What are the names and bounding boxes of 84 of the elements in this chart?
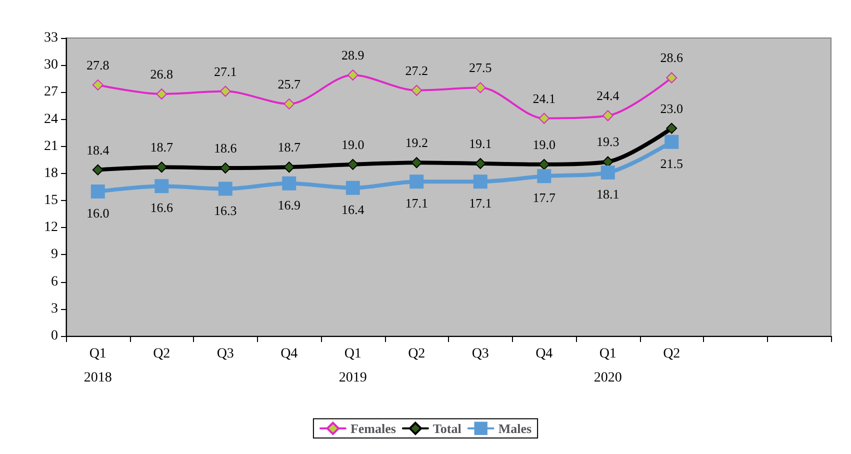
point: [92, 79, 104, 90]
data-label: 18.7: [150, 140, 174, 155]
point: [284, 162, 295, 173]
point: [154, 179, 169, 194]
point: [600, 166, 615, 180]
data-label: 19.0: [532, 136, 556, 152]
data-label: 18.4: [86, 142, 110, 158]
data-label: 21.5: [660, 156, 683, 171]
point: [220, 162, 231, 174]
point: [282, 176, 296, 190]
x-tick-label: Q3: [472, 346, 489, 362]
point: [666, 72, 678, 84]
y-tick-label: 12: [44, 220, 58, 236]
point: [666, 122, 678, 134]
data-label: 17.7: [532, 190, 556, 206]
data-label: 17.1: [469, 196, 492, 211]
y-tick-label: 15: [44, 193, 58, 208]
data-label: 19.0: [342, 136, 364, 152]
point: [218, 182, 232, 196]
data-label: 25.7: [278, 76, 301, 92]
x-tick-label: Q2: [153, 346, 170, 362]
data-label: 18.1: [596, 186, 620, 202]
data-label: 23.0: [660, 100, 683, 116]
legend-label: Females: [350, 420, 396, 436]
data-label: 19.2: [405, 135, 428, 150]
x-tick-label: Q2: [663, 346, 680, 362]
data-label: 26.8: [150, 66, 173, 82]
point: [538, 112, 550, 124]
x-tick-label: Q1 2018: [84, 346, 112, 386]
legend-label: Males: [498, 420, 532, 436]
data-label: 27.1: [214, 64, 237, 79]
point: [473, 174, 488, 189]
y-tick-label: 9: [51, 247, 58, 262]
x-tick-label: Q4: [536, 346, 553, 362]
data-label: 16.4: [342, 202, 365, 217]
y-tick-label: 33: [44, 30, 58, 46]
data-label: 19.3: [596, 134, 620, 150]
point: [156, 162, 168, 173]
point: [664, 134, 679, 149]
data-label: 24.4: [596, 88, 620, 104]
point: [220, 86, 231, 97]
data-label: 18.7: [278, 140, 301, 155]
y-tick-label: 24: [44, 112, 58, 127]
y-tick-label: 6: [51, 274, 58, 290]
point: [537, 169, 552, 184]
point: [602, 110, 614, 122]
data-label: 16.3: [214, 202, 237, 218]
data-label: 27.8: [86, 57, 110, 72]
y-tick-label: 3: [51, 301, 58, 316]
x-tick-label: Q1 2019: [338, 346, 367, 386]
y-tick-label: 0: [51, 328, 58, 344]
point: [156, 88, 168, 100]
x-tick-label: Q3: [216, 346, 234, 362]
y-tick-label: 30: [44, 58, 58, 73]
data-label: 27.5: [469, 60, 492, 76]
point: [284, 98, 295, 110]
data-label: 18.6: [214, 140, 238, 156]
point: [411, 157, 422, 168]
point: [411, 84, 422, 96]
data-label: 19.1: [469, 136, 492, 152]
data-label: 28.9: [342, 48, 364, 63]
data-label: 16.0: [86, 206, 110, 221]
data-label: 16.9: [278, 197, 300, 212]
point: [92, 164, 104, 176]
x-tick-label: Q2: [408, 346, 426, 362]
data-label: 16.6: [150, 200, 174, 216]
point: [538, 158, 550, 170]
point: [347, 158, 358, 170]
point: [410, 174, 424, 189]
point: [90, 184, 105, 199]
data-label: 27.2: [405, 62, 428, 78]
x-tick-label: Q1 2020: [594, 346, 622, 386]
data-label: 28.6: [660, 50, 684, 66]
data-label: 24.1: [532, 90, 556, 106]
data-label: 17.1: [405, 196, 428, 211]
point: [474, 158, 486, 170]
x-tick-label: Q4: [280, 346, 298, 362]
point: [474, 82, 486, 94]
legend-label: Total: [432, 420, 462, 436]
y-tick-label: 27: [44, 84, 58, 100]
point: [346, 180, 360, 195]
y-tick-label: 18: [44, 166, 58, 181]
point: [347, 70, 358, 81]
y-tick-label: 21: [44, 138, 58, 154]
